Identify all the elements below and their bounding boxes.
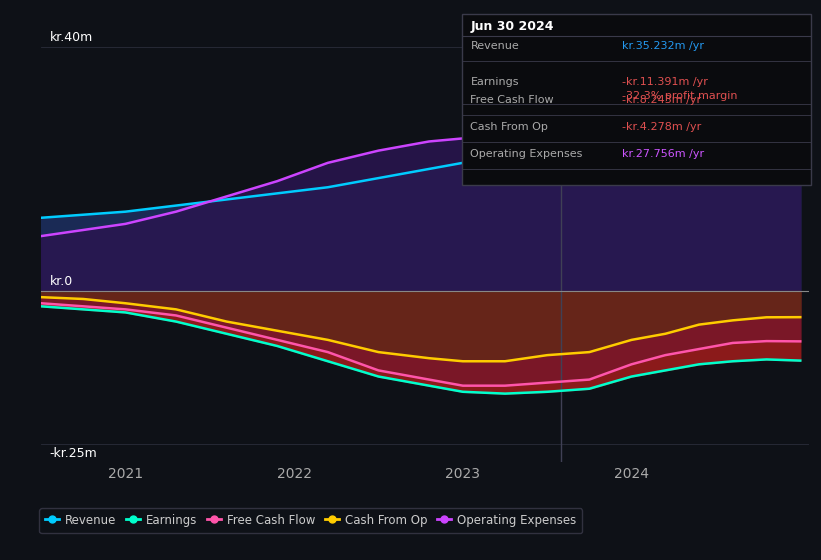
Legend: Revenue, Earnings, Free Cash Flow, Cash From Op, Operating Expenses: Revenue, Earnings, Free Cash Flow, Cash …: [39, 508, 582, 533]
Text: Cash From Op: Cash From Op: [470, 122, 548, 132]
Text: -kr.8.243m /yr: -kr.8.243m /yr: [622, 95, 701, 105]
Text: Jun 30 2024: Jun 30 2024: [470, 20, 554, 32]
Text: kr.27.756m /yr: kr.27.756m /yr: [622, 149, 704, 159]
Text: -kr.11.391m /yr: -kr.11.391m /yr: [622, 77, 709, 87]
Text: -32.3% profit margin: -32.3% profit margin: [622, 91, 738, 101]
Text: -kr.4.278m /yr: -kr.4.278m /yr: [622, 122, 702, 132]
Text: Revenue: Revenue: [470, 41, 519, 52]
Text: kr.35.232m /yr: kr.35.232m /yr: [622, 41, 704, 52]
Text: Earnings: Earnings: [470, 77, 519, 87]
Text: Operating Expenses: Operating Expenses: [470, 149, 583, 159]
Text: Free Cash Flow: Free Cash Flow: [470, 95, 554, 105]
Text: -kr.25m: -kr.25m: [49, 447, 97, 460]
Text: kr.40m: kr.40m: [49, 31, 93, 44]
Text: kr.0: kr.0: [49, 275, 73, 288]
